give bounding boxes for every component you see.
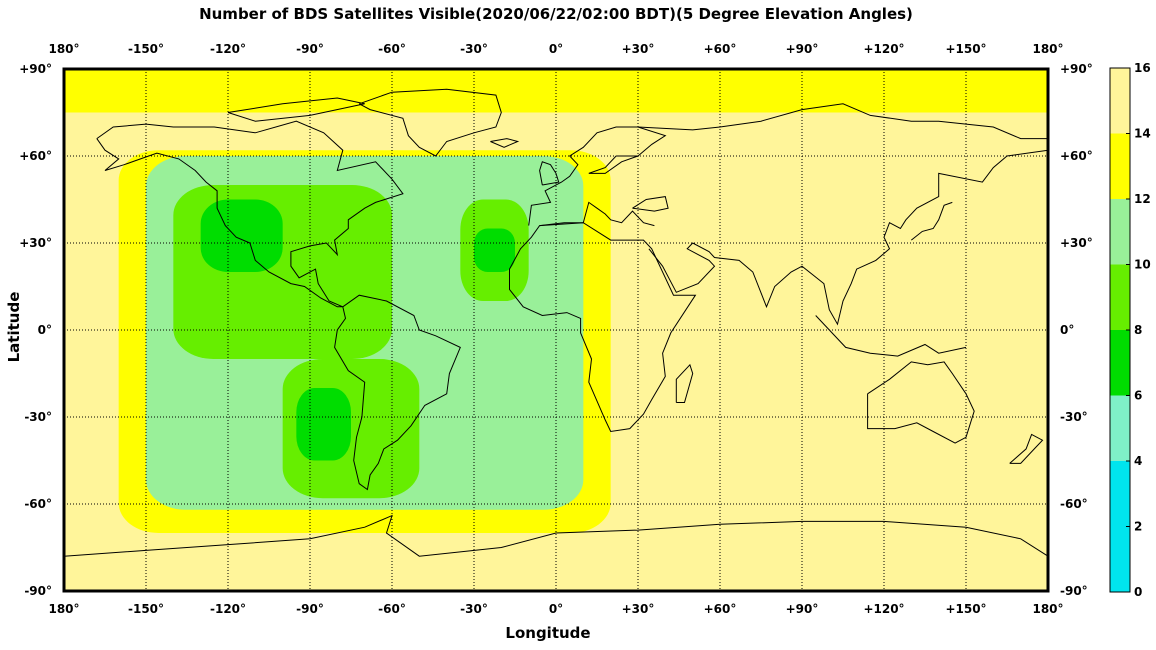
coastline-black-caspian (632, 196, 669, 212)
y-tick-left-4: -30° (24, 410, 52, 424)
colorbar-band-0 (1110, 461, 1130, 592)
gridlines (64, 69, 1048, 591)
y-tick-left-6: -90° (24, 584, 52, 598)
x-tick-bottom-7: +30° (622, 602, 655, 616)
y-tick-left-3: 0° (38, 323, 52, 337)
coastline-antarctica (63, 514, 1049, 557)
colorbar-band-6 (1110, 68, 1130, 134)
coastline-south-america (334, 294, 461, 491)
colorbar (1109, 67, 1131, 593)
coastlines (63, 88, 1049, 557)
colorbar-tick-3: 10 (1134, 258, 1151, 272)
coastline-japan (910, 201, 953, 241)
x-tick-bottom-10: +120° (863, 602, 904, 616)
x-tick-bottom-4: -60° (378, 602, 406, 616)
colorbar-band-5 (1110, 133, 1130, 199)
y-tick-right-0: +90° (1060, 62, 1093, 76)
y-tick-left-1: +60° (19, 149, 52, 163)
x-tick-top-6: 0° (549, 42, 563, 56)
y-tick-labels-left: +90° +60° +30° 0° -30° -60° -90° (19, 62, 52, 598)
y-tick-right-1: +60° (1060, 149, 1093, 163)
x-tick-top-1: -150° (128, 42, 164, 56)
colorbar-tick-4: 8 (1134, 323, 1142, 337)
y-tick-right-2: +30° (1060, 236, 1093, 250)
y-tick-left-0: +90° (19, 62, 52, 76)
coastline-australia (867, 361, 975, 444)
colorbar-band-2 (1110, 330, 1130, 396)
colorbar-tick-1: 14 (1134, 127, 1151, 141)
x-tick-bottom-1: -150° (128, 602, 164, 616)
coastline-asia-east (648, 149, 1049, 326)
y-tick-left-5: -60° (24, 497, 52, 511)
x-tick-top-5: -30° (460, 42, 488, 56)
x-tick-bottom-9: +90° (786, 602, 819, 616)
plot-frame (62, 67, 1050, 593)
x-tick-top-2: -120° (210, 42, 246, 56)
coastline-north-america (96, 120, 404, 308)
colorbar-tick-5: 6 (1134, 389, 1142, 403)
colorbar-tick-8: 0 (1134, 585, 1142, 599)
x-tick-top-8: +60° (704, 42, 737, 56)
coastline-iceland (490, 138, 520, 148)
x-tick-top-12: 180° (1032, 42, 1063, 56)
coastline-madagascar (675, 363, 694, 403)
x-tick-top-9: +90° (786, 42, 819, 56)
colorbar-tick-6: 4 (1134, 454, 1142, 468)
coastline-arctic-islands (227, 97, 365, 122)
x-tick-bottom-0: 180° (48, 602, 79, 616)
chart-title: Number of BDS Satellites Visible(2020/06… (199, 5, 913, 23)
coastline-asia (637, 103, 1048, 140)
x-tick-top-4: -60° (378, 42, 406, 56)
x-tick-top-7: +30° (622, 42, 655, 56)
coastline-uk (539, 161, 560, 186)
x-axis-label: Longitude (505, 624, 591, 642)
x-tick-bottom-3: -90° (296, 602, 324, 616)
y-tick-right-4: -30° (1060, 410, 1088, 424)
visibility-region-7 (200, 199, 283, 272)
coastline-europe (528, 126, 667, 226)
colorbar-band-3 (1110, 264, 1130, 330)
x-tick-top-10: +120° (863, 42, 904, 56)
colorbar-tick-labels: 16 14 12 10 8 6 4 2 0 (1126, 61, 1151, 599)
x-tick-bottom-2: -120° (210, 602, 246, 616)
x-tick-bottom-8: +60° (704, 602, 737, 616)
y-axis-label: Latitude (5, 291, 23, 363)
coastline-new-zealand (1009, 433, 1044, 464)
y-tick-labels-right: +90° +60° +30° 0° -30° -60° -90° (1060, 62, 1093, 598)
x-tick-labels-top: 180° -150° -120° -90° -60° -30° 0° +30° +60° +90°… (48, 42, 1063, 56)
visibility-region-8 (474, 228, 515, 272)
visibility-region-6 (296, 388, 351, 461)
coastline-greenland (358, 88, 502, 157)
x-tick-labels-bottom: 180° -150° -120° -90° -60° -30° 0° +30° +60° +90°… (48, 602, 1063, 616)
y-tick-right-6: -90° (1060, 584, 1088, 598)
y-tick-right-3: 0° (1060, 323, 1074, 337)
colorbar-tick-2: 12 (1134, 192, 1151, 206)
x-tick-bottom-12: 180° (1032, 602, 1063, 616)
x-tick-bottom-5: -30° (460, 602, 488, 616)
colorbar-tick-7: 2 (1134, 520, 1142, 534)
x-tick-bottom-6: 0° (549, 602, 563, 616)
coastline-indonesia (815, 315, 967, 357)
colorbar-band-1 (1110, 395, 1130, 461)
x-tick-bottom-11: +150° (945, 602, 986, 616)
x-tick-top-0: 180° (48, 42, 79, 56)
coastline-africa (509, 222, 697, 433)
coastline-mediterranean (539, 201, 655, 227)
x-tick-top-3: -90° (296, 42, 324, 56)
colorbar-tick-0: 16 (1134, 61, 1151, 75)
y-tick-right-5: -60° (1060, 497, 1088, 511)
colorbar-band-4 (1110, 199, 1130, 265)
y-tick-left-2: +30° (19, 236, 52, 250)
x-tick-top-11: +150° (945, 42, 986, 56)
